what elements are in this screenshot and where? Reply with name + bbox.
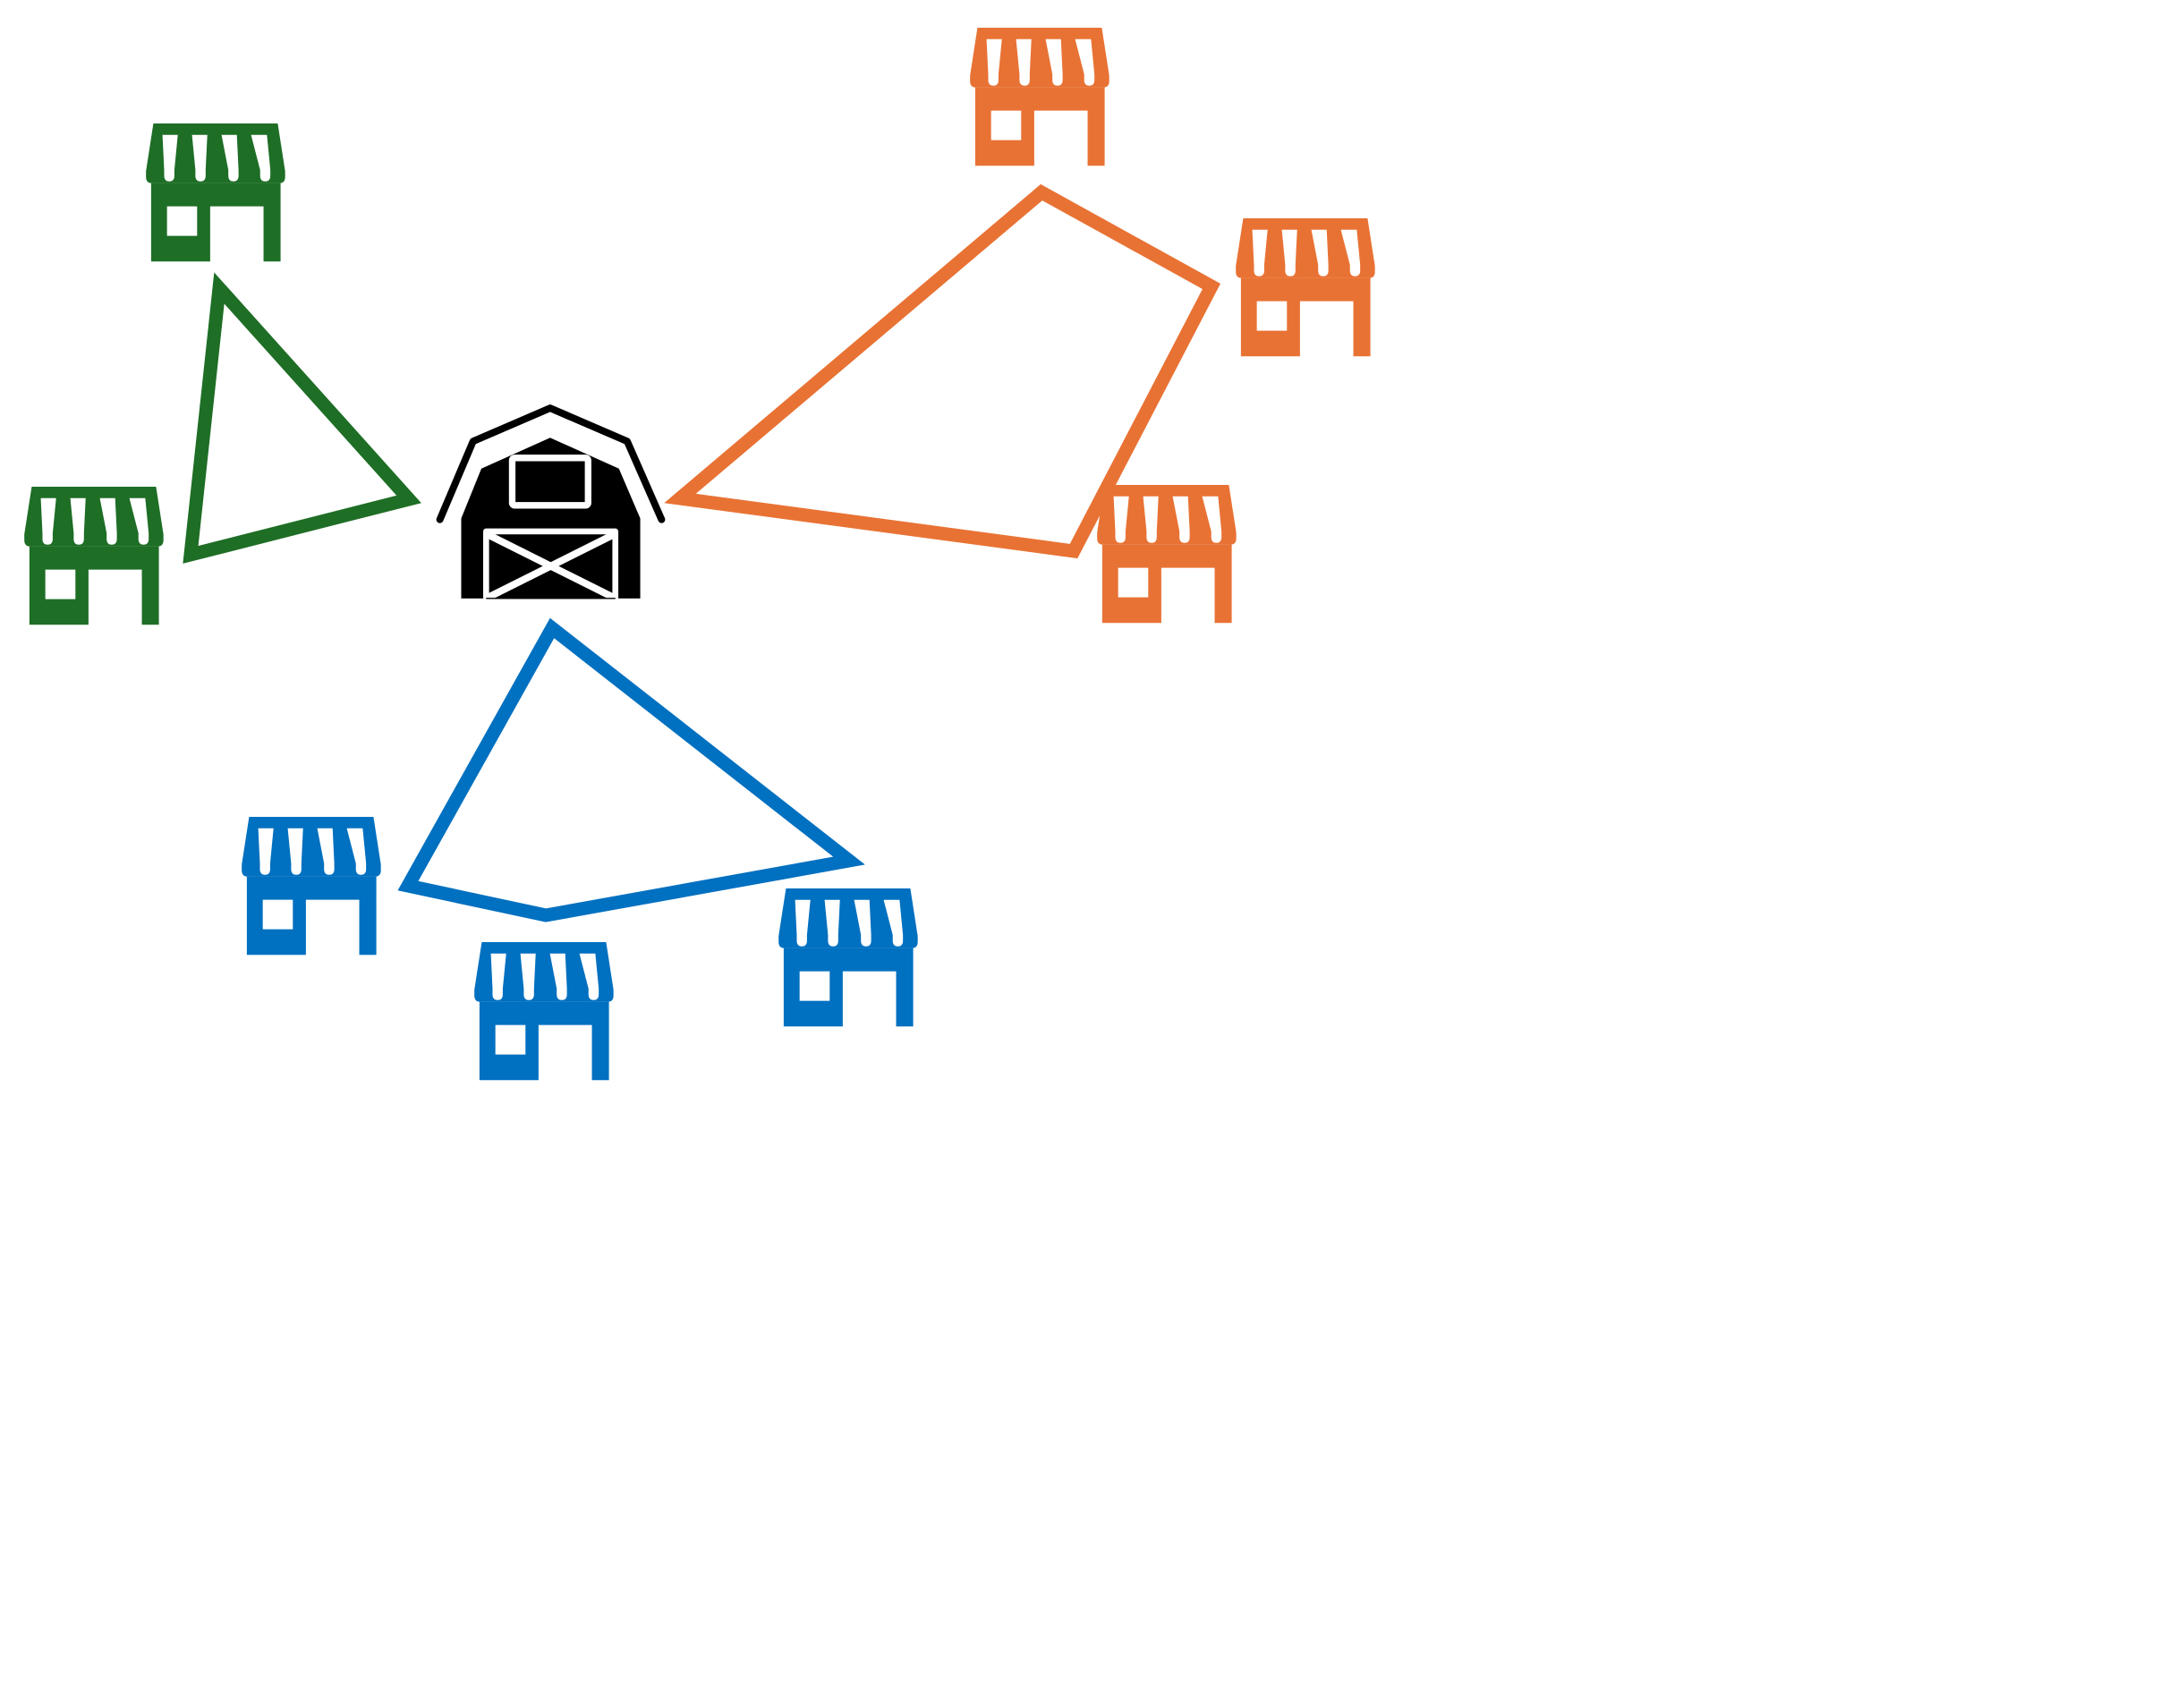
barn-icon: [440, 408, 662, 599]
store-icon: [1236, 218, 1375, 357]
blue-route: [397, 617, 865, 922]
store-icon: [1097, 485, 1237, 624]
orange-route: [664, 183, 1221, 559]
store-icon: [970, 28, 1110, 166]
store-icon: [146, 123, 285, 262]
store-icon: [778, 888, 918, 1027]
store-icon: [474, 942, 614, 1081]
store-icon: [24, 487, 164, 625]
green-route: [183, 272, 421, 564]
store-icon: [242, 817, 381, 956]
